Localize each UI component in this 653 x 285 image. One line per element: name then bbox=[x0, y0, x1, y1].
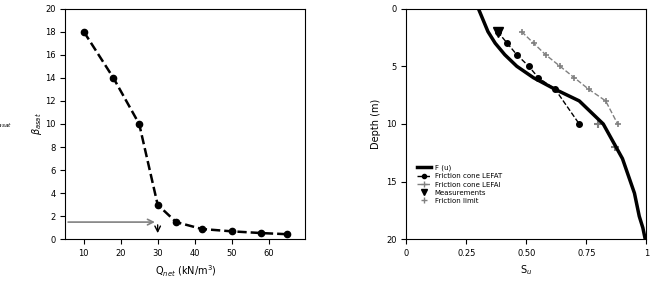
X-axis label: S$_u$: S$_u$ bbox=[520, 264, 533, 278]
Y-axis label: $\beta_{asat}$: $\beta_{asat}$ bbox=[29, 113, 44, 135]
Legend: F (u), Friction cone LEFAT, Friction cone LEFAI, Measurements, Friction limit: F (u), Friction cone LEFAT, Friction con… bbox=[415, 162, 505, 206]
X-axis label: Q$_{net}$ (kN/m$^3$): Q$_{net}$ (kN/m$^3$) bbox=[155, 264, 216, 279]
Y-axis label: Depth (m): Depth (m) bbox=[370, 99, 381, 149]
Text: $\beta$ / $_{asat}$: $\beta$ / $_{asat}$ bbox=[0, 117, 12, 131]
